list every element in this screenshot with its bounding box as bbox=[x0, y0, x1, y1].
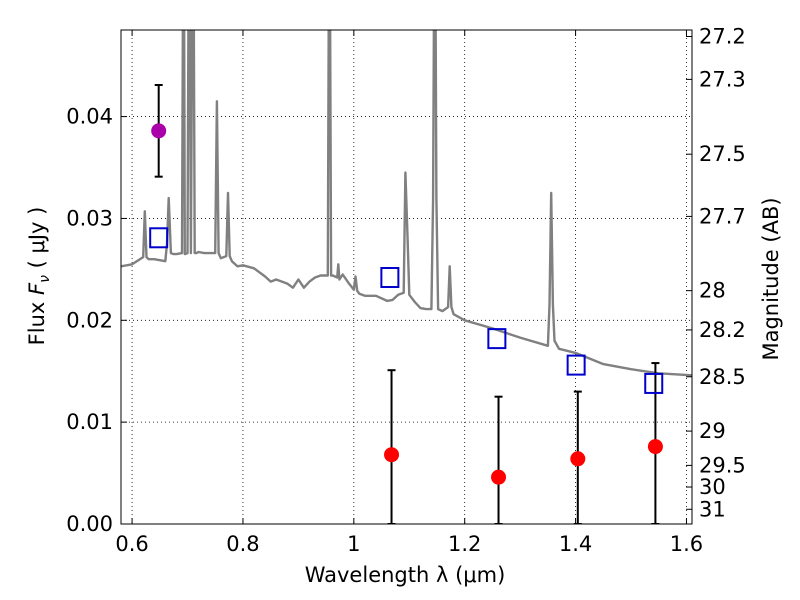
y-tick-label: 0.01 bbox=[66, 410, 113, 434]
measured-point bbox=[384, 447, 400, 463]
optical-point bbox=[151, 123, 167, 139]
spectrum-line bbox=[121, 30, 692, 377]
tick-layer: 0.6 0.8 1 1.2 1.4 1.6 0.00 0.01 0.02 0.03 0.04 27.2… bbox=[66, 24, 746, 556]
model-point bbox=[566, 354, 586, 376]
magnitude-tick-label: 27.2 bbox=[699, 24, 746, 48]
x-tick-label: 1.2 bbox=[448, 532, 481, 556]
model-point bbox=[644, 372, 664, 394]
magnitude-tick-label: 30 bbox=[699, 475, 726, 499]
magnitude-tick-label: 27.7 bbox=[699, 204, 746, 228]
model-point bbox=[487, 328, 507, 350]
y-axis-label-sub: ν bbox=[37, 275, 53, 283]
x-axis-label: Wavelength λ (μm) bbox=[305, 563, 506, 587]
measured-point bbox=[570, 451, 586, 467]
magnitude-tick-label: 29.5 bbox=[699, 453, 746, 477]
magnitude-tick-label: 27.3 bbox=[699, 67, 746, 91]
magnitude-tick-label: 29 bbox=[699, 419, 726, 443]
plot-frame bbox=[120, 29, 693, 525]
magnitude-tick-label: 28.5 bbox=[699, 365, 746, 389]
magnitude-tick-label: 28.2 bbox=[699, 318, 746, 342]
measured-point bbox=[647, 439, 663, 455]
x-tick-label: 1.4 bbox=[559, 532, 592, 556]
model-point bbox=[149, 227, 169, 249]
plot-layer bbox=[121, 30, 692, 524]
x-tick-label: 1.6 bbox=[670, 532, 703, 556]
y-axis-label: Flux Fν ( μJy ) bbox=[25, 207, 53, 346]
grid-layer bbox=[121, 30, 692, 525]
y-tick-label: 0.04 bbox=[66, 105, 113, 129]
model-point bbox=[380, 267, 400, 289]
y-tick-label: 0.00 bbox=[66, 512, 113, 536]
x-tick-label: 1 bbox=[347, 532, 360, 556]
measured-point bbox=[491, 469, 507, 485]
magnitude-tick-label: 27.5 bbox=[699, 142, 746, 166]
y-axis-label-var: F bbox=[25, 282, 49, 295]
x-tick-label: 0.6 bbox=[115, 532, 148, 556]
y-tick-label: 0.02 bbox=[66, 308, 113, 332]
x-tick-label: 0.8 bbox=[226, 532, 259, 556]
y-tick-label: 0.03 bbox=[66, 206, 113, 230]
magnitude-tick-label: 28 bbox=[699, 279, 726, 303]
y-axis-label-pre: Flux bbox=[25, 295, 49, 345]
magnitude-tick-label: 31 bbox=[699, 497, 726, 521]
magnitude-axis-label: Magnitude (AB) bbox=[759, 197, 783, 360]
y-axis-label-post: ( μJy ) bbox=[25, 207, 49, 275]
